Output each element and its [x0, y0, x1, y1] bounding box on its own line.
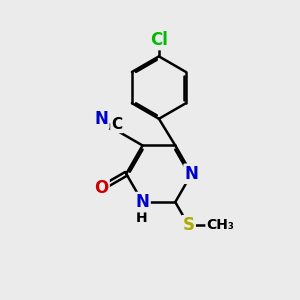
Text: N: N	[94, 110, 108, 128]
Text: N: N	[136, 193, 149, 211]
Text: C: C	[112, 117, 123, 132]
Text: N: N	[185, 165, 199, 183]
Text: Cl: Cl	[150, 31, 168, 49]
Text: H: H	[135, 211, 147, 224]
Text: O: O	[94, 179, 109, 197]
Text: S: S	[183, 216, 195, 234]
Text: CH₃: CH₃	[206, 218, 234, 232]
